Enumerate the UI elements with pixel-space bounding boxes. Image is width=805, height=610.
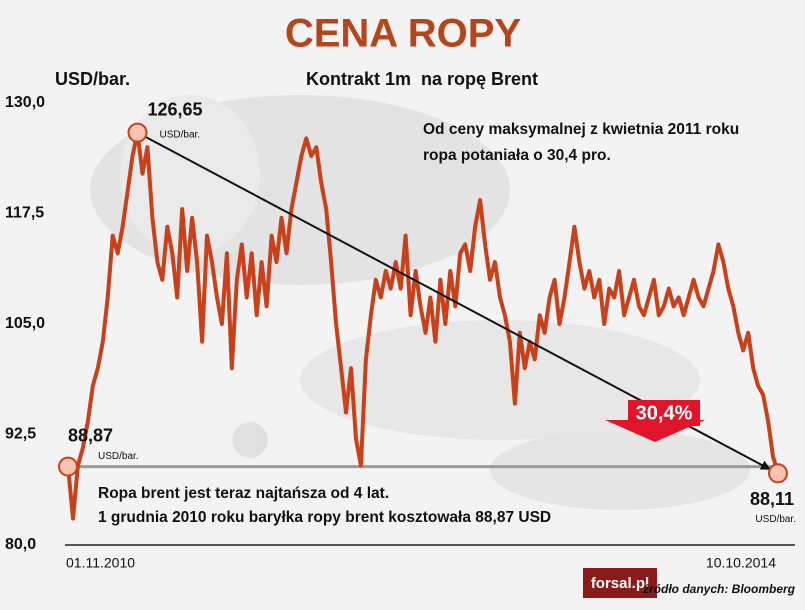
logo: forsal.pl: [591, 575, 649, 592]
change-badge: [628, 400, 700, 426]
change-label: 30,4%: [636, 402, 693, 424]
annotation-unit: USD/bar.: [98, 451, 139, 462]
plot: 80,0 92,5 105,0 117,5 130,0 01.11.2010 10.10.2…: [5, 94, 796, 570]
note: Ropa brent jest teraz najtańsza od 4 lat…: [98, 485, 389, 502]
annotation-unit: USD/bar.: [755, 514, 796, 525]
y-tick-label: 105,0: [5, 315, 45, 332]
y-tick-label: 130,0: [5, 94, 45, 111]
annotation-point: [58, 456, 78, 477]
chart-title: CENA ROPY: [285, 12, 522, 56]
note: Od ceny maksymalnej z kwietnia 2011 roku: [423, 121, 739, 138]
y-axis-label: USD/bar.: [55, 69, 130, 89]
y-tick-label: 80,0: [5, 536, 36, 553]
source: źródło danych: Bloomberg: [642, 582, 796, 596]
y-tick-label: 92,5: [5, 426, 36, 443]
x-tick-label: 01.11.2010: [66, 555, 135, 571]
note: 1 grudnia 2010 roku baryłka ropy brent k…: [98, 509, 551, 526]
note: ropa potaniała o 30,4 pro.: [423, 147, 611, 164]
annotation-point: [127, 122, 148, 143]
price-line: [66, 130, 780, 521]
subtitle: Kontrakt 1m na ropę Brent: [306, 69, 538, 89]
annotation-label: 88,11: [750, 489, 794, 509]
annotation-label: 88,87: [68, 425, 113, 445]
annotation-unit: USD/bar.: [160, 129, 201, 140]
annotation-label: 126,65: [148, 99, 203, 119]
logo-box: [583, 568, 657, 598]
annotation-point: [768, 463, 788, 484]
y-tick-label: 117,5: [5, 205, 44, 222]
x-tick-label: 10.10.2014: [706, 555, 776, 571]
